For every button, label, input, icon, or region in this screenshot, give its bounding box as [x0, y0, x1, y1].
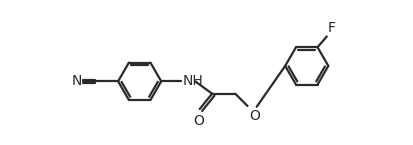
Text: O: O [194, 114, 204, 128]
Text: N: N [71, 74, 82, 88]
Text: NH: NH [183, 74, 204, 88]
Text: F: F [328, 21, 335, 35]
Text: O: O [249, 109, 260, 123]
